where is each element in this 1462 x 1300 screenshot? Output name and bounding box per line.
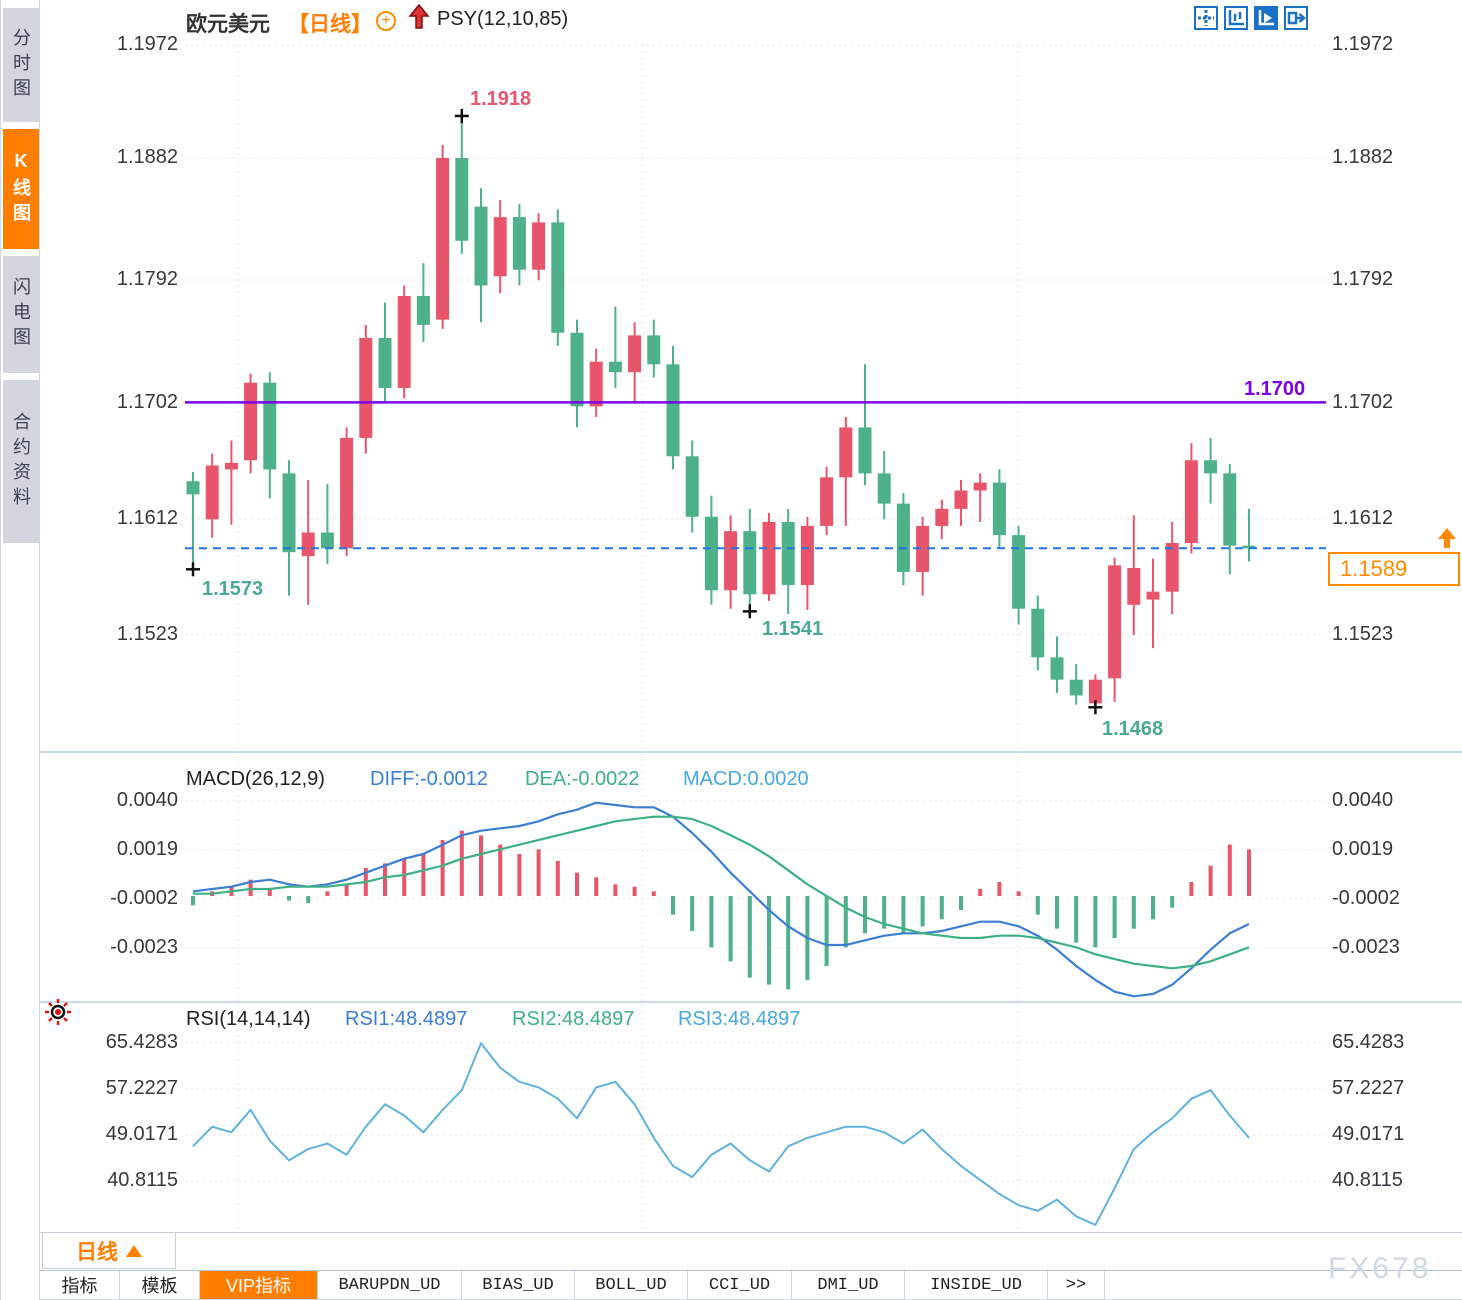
main-axis-tick-left: 1.1612 xyxy=(116,507,178,529)
macd-axis-tick-right: -0.0002 xyxy=(1332,887,1400,909)
axis-scale-icon[interactable] xyxy=(1224,6,1248,30)
rsi-axis-tick-right: 40.8115 xyxy=(1332,1169,1403,1191)
watermark: FX678 xyxy=(1328,1252,1432,1285)
rsi1-value: RSI1:48.4897 xyxy=(345,1008,468,1030)
macd-value: MACD:0.0020 xyxy=(683,768,809,790)
bottom-tab-5[interactable]: BIAS_UD xyxy=(462,1271,575,1299)
price-up-arrow-icon xyxy=(1437,528,1457,550)
sidebar-tab-3[interactable]: 闪电图 xyxy=(3,256,39,373)
bottom-tab-4[interactable]: BARUPDN_UD xyxy=(318,1271,462,1299)
rsi-axis-tick-left: 57.2227 xyxy=(105,1077,178,1099)
main-axis-tick-left: 1.1882 xyxy=(116,146,178,168)
main-axis-tick-left: 1.1972 xyxy=(116,33,178,55)
indicator-tabbar: 指标 模板 VIP指标 BARUPDN_UD BIAS_UD BOLL_UD CCI_UD D… xyxy=(40,1270,1462,1300)
annotation-low-late: 1.1468 xyxy=(1102,718,1164,740)
macd-axis-tick-left: 0.0040 xyxy=(116,789,178,811)
macd-diff-value: DIFF:-0.0012 xyxy=(370,768,488,790)
pan-crosshair-icon[interactable] xyxy=(1194,6,1218,30)
left-sidebar: 分时图 K线图闪电图合约资料 xyxy=(0,0,40,1300)
rsi-axis-tick-right: 49.0171 xyxy=(1332,1123,1405,1145)
period-selector-label: 日线 xyxy=(76,1240,118,1264)
rsi-axis-tick-left: 40.8115 xyxy=(107,1169,178,1191)
main-axis-tick-right: 1.1523 xyxy=(1332,623,1394,645)
bottom-tab-7[interactable]: CCI_UD xyxy=(688,1271,792,1299)
sidebar-tab-2[interactable]: K线图 xyxy=(3,129,39,249)
annotation-low-start: 1.1573 xyxy=(202,578,264,600)
sidebar-tab-1[interactable]: 分时图 xyxy=(3,8,39,122)
macd-axis-tick-right: -0.0023 xyxy=(1332,936,1400,958)
main-axis-tick-right: 1.1972 xyxy=(1332,33,1394,55)
hline-label: 1.1700 xyxy=(1244,378,1306,400)
main-axis-tick-left: 1.1523 xyxy=(116,623,178,645)
bottom-tab-9[interactable]: INSIDE_UD xyxy=(905,1271,1048,1299)
main-axis-tick-left: 1.1702 xyxy=(116,391,178,413)
annotation-high: 1.1918 xyxy=(470,88,532,110)
sidebar-tab-4[interactable]: 合约资料 xyxy=(3,380,39,543)
macd-axis-tick-right: 0.0040 xyxy=(1332,789,1394,811)
main-axis-tick-right: 1.1612 xyxy=(1332,507,1394,529)
rsi-axis-tick-left: 49.0171 xyxy=(105,1123,178,1145)
rsi-axis-tick-right: 65.4283 xyxy=(1332,1031,1405,1053)
last-price-tag: 1.1589 xyxy=(1328,552,1460,586)
bottom-tab-3[interactable]: VIP指标 xyxy=(200,1271,318,1299)
rsi-title[interactable]: RSI(14,14,14) xyxy=(186,1008,311,1030)
triangle-up-icon xyxy=(126,1244,142,1257)
indicator-name[interactable]: PSY(12,10,85) xyxy=(437,8,569,30)
bottom-tab-6[interactable]: BOLL_UD xyxy=(575,1271,688,1299)
indicator-settings-icon[interactable] xyxy=(44,998,72,1026)
bottom-tab-8[interactable]: DMI_UD xyxy=(792,1271,905,1299)
rsi-axis-tick-left: 65.4283 xyxy=(105,1031,178,1053)
symbol-title: 欧元美元 xyxy=(186,13,270,36)
macd-axis-tick-left: -0.0023 xyxy=(110,936,178,958)
main-axis-tick-right: 1.1882 xyxy=(1332,146,1394,168)
annotation-low-mid: 1.1541 xyxy=(762,618,824,640)
up-arrow-icon xyxy=(408,4,430,30)
macd-title[interactable]: MACD(26,12,9) xyxy=(186,768,325,790)
jump-latest-icon[interactable] xyxy=(1284,6,1308,30)
bottom-tab-1[interactable]: 指标 xyxy=(40,1271,120,1299)
rsi3-value: RSI3:48.4897 xyxy=(678,1008,801,1030)
x-axis-row xyxy=(40,1232,1462,1270)
add-indicator-icon[interactable]: + xyxy=(376,11,396,31)
axis-play-icon[interactable] xyxy=(1254,6,1278,30)
main-axis-tick-left: 1.1792 xyxy=(116,268,178,290)
period-selector-button[interactable]: 日线 xyxy=(42,1233,176,1269)
main-axis-tick-right: 1.1702 xyxy=(1332,391,1394,413)
period-tag[interactable]: 【日线】 xyxy=(288,13,372,36)
bottom-tab-10[interactable]: >> xyxy=(1048,1271,1105,1299)
macd-axis-tick-left: 0.0019 xyxy=(116,838,178,860)
rsi-axis-tick-right: 57.2227 xyxy=(1332,1077,1405,1099)
rsi2-value: RSI2:48.4897 xyxy=(512,1008,635,1030)
macd-axis-tick-left: -0.0002 xyxy=(110,887,178,909)
macd-axis-tick-right: 0.0019 xyxy=(1332,838,1394,860)
main-axis-tick-right: 1.1792 xyxy=(1332,268,1394,290)
macd-dea-value: DEA:-0.0022 xyxy=(525,768,640,790)
bottom-tab-2[interactable]: 模板 xyxy=(120,1271,200,1299)
